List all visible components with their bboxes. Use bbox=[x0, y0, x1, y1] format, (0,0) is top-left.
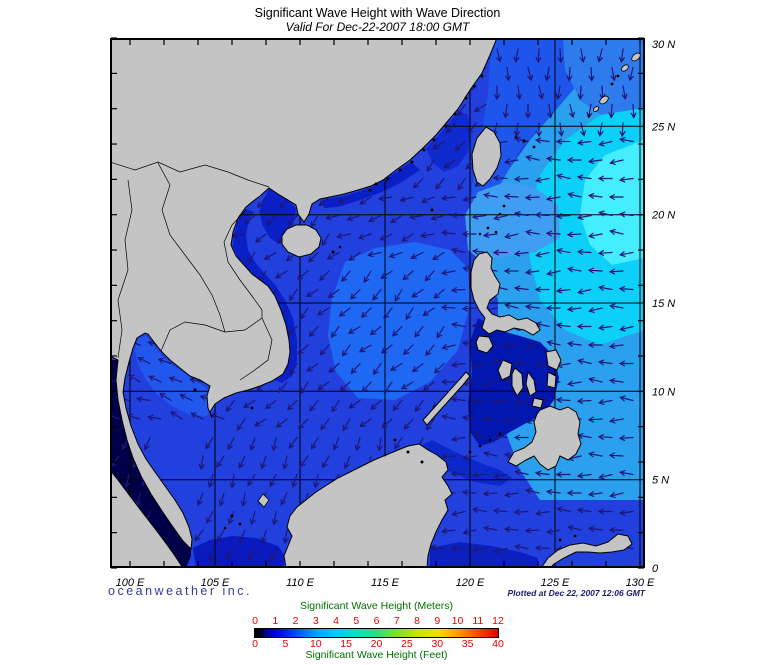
svg-text:105 E: 105 E bbox=[201, 577, 230, 589]
legend-feet-tick: 25 bbox=[401, 638, 413, 650]
legend-meters-tick: 4 bbox=[333, 615, 339, 627]
land-masses bbox=[111, 39, 641, 568]
svg-text:100 E: 100 E bbox=[116, 577, 145, 589]
land-negros bbox=[511, 367, 524, 397]
land-leyte bbox=[546, 371, 557, 389]
legend-meters-tick: 12 bbox=[492, 615, 504, 627]
land-sulawesi bbox=[540, 533, 633, 568]
svg-text:120 E: 120 E bbox=[456, 577, 485, 589]
legend-meters-tick: 11 bbox=[472, 615, 484, 627]
land-sumatra bbox=[111, 470, 184, 568]
svg-text:15 N: 15 N bbox=[652, 298, 675, 310]
legend-feet-tick: 20 bbox=[370, 638, 383, 650]
land-cebu bbox=[525, 370, 537, 397]
legend-feet-label: Significant Wave Height (Feet) bbox=[305, 649, 448, 661]
page-title: Significant Wave Height with Wave Direct… bbox=[254, 6, 501, 20]
svg-text:20 N: 20 N bbox=[651, 210, 675, 222]
legend-meters-tick: 0 bbox=[252, 615, 258, 627]
legend-meters-tick: 2 bbox=[292, 615, 299, 627]
svg-text:130 E: 130 E bbox=[626, 577, 655, 589]
legend-meters-ticks: 0 1 2 3 4 5 6 7 8 9 10 11 12 bbox=[252, 615, 504, 627]
land-taiwan bbox=[471, 126, 502, 187]
legend-meters-tick: 8 bbox=[414, 615, 420, 627]
svg-text:5 N: 5 N bbox=[652, 475, 669, 487]
land-bohol bbox=[531, 397, 544, 409]
oceanweather-logo-text: oceanweather inc. bbox=[108, 584, 252, 598]
land-china-indochina bbox=[111, 39, 498, 551]
coastal-islets bbox=[193, 74, 577, 542]
land-palawan bbox=[422, 371, 471, 426]
plotted-timestamp: Plotted at Dec 22, 2007 12:06 GMT bbox=[507, 588, 645, 598]
svg-text:125 E: 125 E bbox=[541, 577, 570, 589]
land-borneo bbox=[283, 443, 453, 568]
land-luzon bbox=[470, 251, 541, 336]
legend-feet-tick: 10 bbox=[309, 638, 322, 650]
legend-feet-ticks: 0 5 10 15 20 25 30 35 40 bbox=[252, 638, 504, 650]
legend-feet-tick: 35 bbox=[461, 638, 474, 650]
latitude-axis-labels: 30 N 25 N 20 N 15 N 10 N 5 N 0 bbox=[651, 39, 675, 575]
legend-meters-tick: 10 bbox=[451, 615, 464, 627]
valid-time-subtitle: Valid For Dec-22-2007 18:00 GMT bbox=[285, 20, 470, 34]
land-samar bbox=[545, 349, 562, 371]
svg-text:0: 0 bbox=[652, 563, 659, 575]
land-panay bbox=[497, 359, 513, 381]
svg-text:25 N: 25 N bbox=[651, 121, 675, 133]
wave-height-colorbar bbox=[254, 628, 499, 638]
legend-meters-tick: 1 bbox=[272, 615, 279, 627]
svg-text:30 N: 30 N bbox=[652, 39, 675, 51]
svg-text:110 E: 110 E bbox=[286, 577, 315, 589]
land-hainan bbox=[281, 224, 322, 258]
land-mindanao bbox=[507, 405, 582, 471]
axis-ticks bbox=[111, 37, 644, 569]
svg-text:115 E: 115 E bbox=[371, 577, 400, 589]
land-natuna bbox=[257, 493, 270, 508]
legend-feet-tick: 0 bbox=[252, 638, 258, 650]
land-mindoro bbox=[475, 335, 494, 354]
longitude-axis-labels: 100 E 105 E 110 E 115 E 120 E 125 E 130 E bbox=[116, 577, 655, 589]
legend-feet-tick: 40 bbox=[492, 638, 504, 650]
legend-meters-tick: 5 bbox=[353, 615, 360, 627]
legend-feet-tick: 5 bbox=[282, 638, 289, 650]
ryukyu-islands bbox=[514, 52, 641, 149]
wave-map-canvas: 100 E 105 E 110 E 115 E 120 E 125 E 130 E 30 N… bbox=[110, 37, 675, 589]
legend-feet-tick: 15 bbox=[340, 638, 352, 650]
country-borders bbox=[111, 161, 273, 381]
legend-meters-label: Significant Wave Height (Meters) bbox=[299, 600, 454, 612]
legend-meters-tick: 6 bbox=[373, 615, 380, 627]
svg-text:10 N: 10 N bbox=[652, 386, 675, 398]
map-plot-area bbox=[111, 39, 644, 568]
legend-feet-tick: 30 bbox=[431, 638, 444, 650]
legend-meters-tick: 9 bbox=[434, 615, 441, 627]
legend-meters-tick: 3 bbox=[312, 615, 319, 627]
map-frame bbox=[110, 38, 645, 568]
legend-meters-tick: 7 bbox=[393, 615, 400, 627]
